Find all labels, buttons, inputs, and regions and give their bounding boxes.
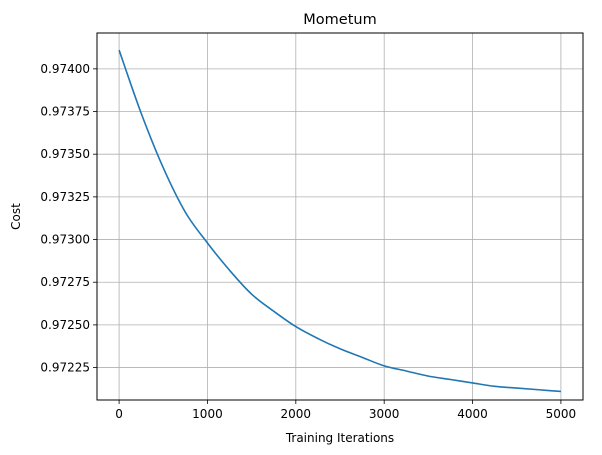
y-tick-label: 0.97300 (40, 233, 90, 247)
plot-frame (96, 32, 584, 401)
x-tick-label: 3000 (369, 407, 400, 421)
x-axis: 0 1000 2000 3000 4000 5000 (115, 400, 576, 421)
y-axis-label: Cost (9, 203, 23, 230)
y-tick-label: 0.97325 (40, 190, 90, 204)
x-tick-label: 2000 (281, 407, 312, 421)
x-axis-label: Training Iterations (285, 431, 394, 445)
x-tick-label: 0 (115, 407, 123, 421)
x-tick-label: 4000 (457, 407, 488, 421)
cost-line (118, 49, 561, 393)
y-tick-label: 0.97225 (40, 361, 90, 375)
grid (97, 33, 583, 400)
x-tick-label: 5000 (546, 407, 577, 421)
y-tick-label: 0.97250 (40, 318, 90, 332)
chart-title: Mometum (303, 12, 376, 28)
series-group (118, 49, 561, 393)
y-tick-label: 0.97400 (40, 62, 90, 76)
y-tick-label: 0.97375 (40, 105, 90, 119)
x-tick-label: 1000 (192, 407, 223, 421)
y-tick-label: 0.97350 (40, 147, 90, 161)
y-tick-label: 0.97275 (40, 275, 90, 289)
y-axis: 0.97225 0.97250 0.97275 0.97300 0.97325 0.973… (40, 62, 97, 375)
